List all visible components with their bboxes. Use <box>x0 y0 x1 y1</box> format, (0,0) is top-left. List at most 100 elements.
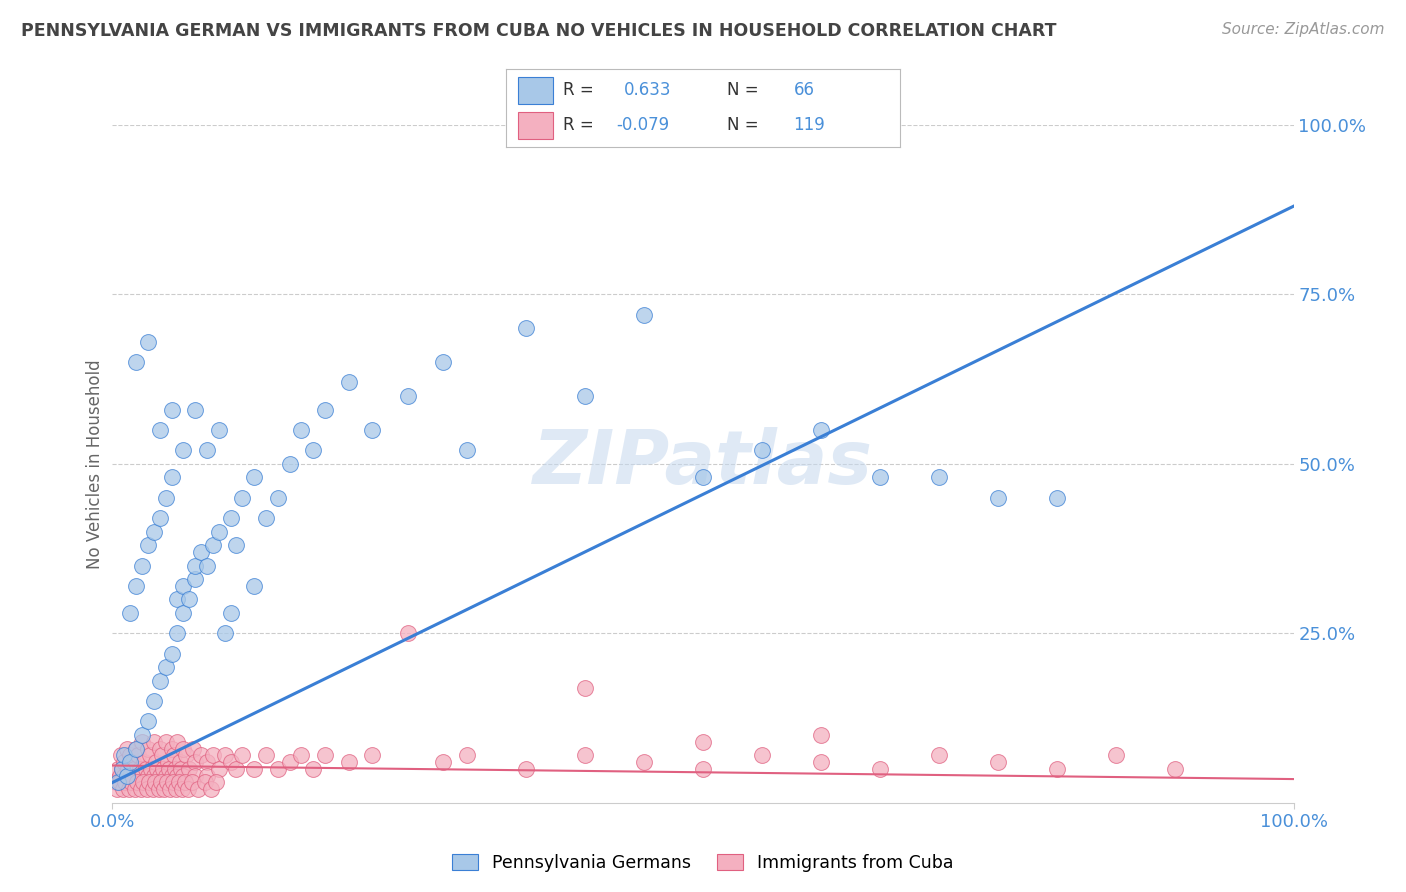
Point <box>810 728 832 742</box>
Point <box>201 748 224 763</box>
Point <box>177 782 200 797</box>
Text: 0.633: 0.633 <box>624 81 672 99</box>
Point <box>105 775 128 789</box>
Point <box>186 782 208 797</box>
Point <box>278 755 301 769</box>
Point <box>155 735 177 749</box>
Point <box>181 741 204 756</box>
Point <box>156 775 179 789</box>
Point <box>132 775 155 789</box>
Point <box>136 538 159 552</box>
Point <box>195 443 218 458</box>
Point <box>243 470 266 484</box>
Point <box>195 558 218 573</box>
Point <box>110 748 132 763</box>
Point <box>205 775 228 789</box>
Point <box>135 782 157 797</box>
Point <box>153 782 176 797</box>
Point <box>112 769 135 783</box>
Point <box>131 769 153 783</box>
Point <box>157 762 180 776</box>
Point <box>142 735 165 749</box>
Point <box>136 769 159 783</box>
Point <box>751 443 773 458</box>
Point <box>987 755 1010 769</box>
Text: R =: R = <box>564 116 593 134</box>
Point <box>172 741 194 756</box>
Point <box>214 626 236 640</box>
Point <box>225 538 247 552</box>
Point <box>169 755 191 769</box>
Point <box>120 606 142 620</box>
Point <box>121 755 143 769</box>
Point <box>112 782 135 797</box>
Point <box>219 606 242 620</box>
Point <box>810 423 832 437</box>
Point <box>172 606 194 620</box>
Point <box>160 470 183 484</box>
Point <box>149 769 172 783</box>
Point <box>124 782 146 797</box>
Point <box>149 423 172 437</box>
Point <box>166 592 188 607</box>
Point <box>125 741 148 756</box>
Point <box>928 470 950 484</box>
Point <box>928 748 950 763</box>
Point <box>120 748 142 763</box>
Point <box>231 491 253 505</box>
Point <box>225 762 247 776</box>
Point <box>432 755 454 769</box>
Point <box>160 647 183 661</box>
Point <box>190 748 212 763</box>
Text: PENNSYLVANIA GERMAN VS IMMIGRANTS FROM CUBA NO VEHICLES IN HOUSEHOLD CORRELATION: PENNSYLVANIA GERMAN VS IMMIGRANTS FROM C… <box>21 22 1056 40</box>
Point <box>135 762 157 776</box>
Point <box>120 755 142 769</box>
Point <box>107 775 129 789</box>
Point <box>139 748 162 763</box>
Point <box>267 491 290 505</box>
Point <box>869 470 891 484</box>
Point <box>112 755 135 769</box>
Point <box>138 775 160 789</box>
Point <box>337 376 360 390</box>
Point <box>172 769 194 783</box>
Point <box>314 748 336 763</box>
Point <box>115 769 138 783</box>
Text: 119: 119 <box>793 116 825 134</box>
Text: 66: 66 <box>793 81 814 99</box>
Point <box>179 762 201 776</box>
Point <box>162 775 184 789</box>
Point <box>302 443 325 458</box>
Point <box>1046 491 1069 505</box>
Point <box>692 762 714 776</box>
Point <box>143 775 166 789</box>
Point <box>194 775 217 789</box>
Point <box>314 402 336 417</box>
FancyBboxPatch shape <box>517 77 554 104</box>
Point <box>134 755 156 769</box>
Text: N =: N = <box>727 81 758 99</box>
Point <box>149 741 172 756</box>
Point <box>243 762 266 776</box>
Point <box>751 748 773 763</box>
Point <box>254 748 277 763</box>
Point <box>396 389 419 403</box>
Point <box>208 762 231 776</box>
Y-axis label: No Vehicles in Household: No Vehicles in Household <box>86 359 104 569</box>
Point <box>692 470 714 484</box>
Point <box>142 524 165 539</box>
Point <box>184 572 207 586</box>
Point <box>145 755 167 769</box>
Point <box>165 762 187 776</box>
Point <box>142 782 165 797</box>
Point <box>117 762 139 776</box>
Point <box>127 748 149 763</box>
Point <box>1105 748 1128 763</box>
Point <box>195 755 218 769</box>
Point <box>152 762 174 776</box>
Point <box>149 673 172 688</box>
Point <box>125 579 148 593</box>
Point <box>208 524 231 539</box>
Point <box>174 748 197 763</box>
Text: Source: ZipAtlas.com: Source: ZipAtlas.com <box>1222 22 1385 37</box>
